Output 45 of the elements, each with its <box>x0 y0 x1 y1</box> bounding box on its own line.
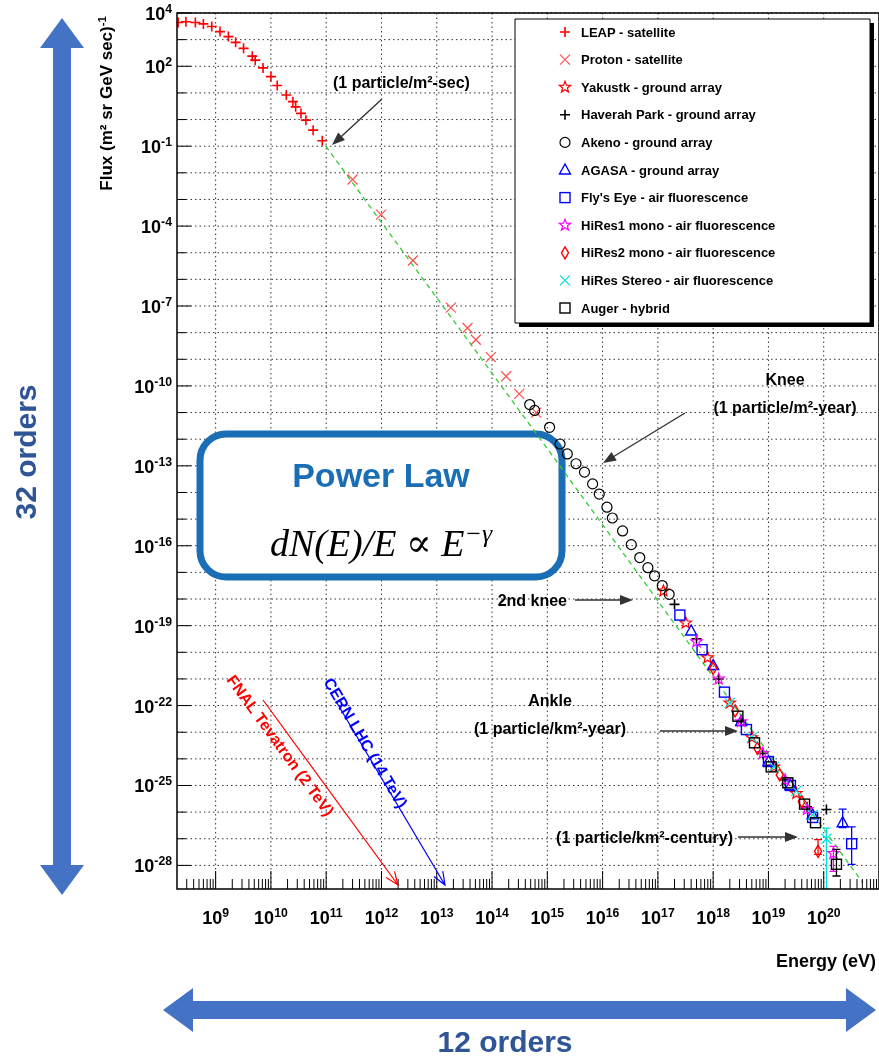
y-tick-label: 10$^{-10}$ <box>134 374 173 397</box>
annotation: (1 particle/m²-sec) <box>333 74 470 91</box>
legend-label: HiRes1 mono - air fluorescence <box>581 217 776 233</box>
x-tick-label: 10$^{20}$ <box>806 906 841 928</box>
x-tick-label: 10$^{12}$ <box>364 906 399 928</box>
y-tick-label: 10$^{-13}$ <box>134 454 173 477</box>
annotation: Power Law <box>292 456 471 494</box>
y-tick-label: 10$^{-16}$ <box>134 534 173 557</box>
legend-label: HiRes2 mono - air fluorescence <box>581 245 776 261</box>
legend-label: HiRes Stereo - air fluorescence <box>581 272 774 288</box>
legend-label: Auger - hybrid <box>581 300 670 316</box>
annotation: Ankle (1 particle/km²-year) <box>473 692 627 737</box>
x-tick-label: 10$^{19}$ <box>751 906 786 928</box>
x-tick-label: 10$^{13}$ <box>419 906 454 928</box>
y-tick-label: 10$^{-19}$ <box>134 614 173 637</box>
y-tick-label: 10$^{4}$ <box>145 2 173 24</box>
x-tick-label: 10$^{11}$ <box>309 906 343 928</box>
annotation: Knee (1 particle/m²-year) <box>713 371 857 416</box>
legend-label: Haverah Park - ground array <box>581 107 757 123</box>
x-tick-label: 10$^{9}$ <box>202 906 230 928</box>
annotation: (1 particle/km²-century) <box>556 829 733 846</box>
y-tick-label: 10$^{-25}$ <box>134 774 173 797</box>
annotation: dN(E)/E ∝ E$^{−γ}$ <box>269 518 493 565</box>
x-tick-label: 10$^{15}$ <box>530 906 565 928</box>
x-tick-label: 10$^{16}$ <box>585 906 620 928</box>
annotation: 2nd knee <box>497 592 568 609</box>
x-tick-label: 10$^{17}$ <box>641 906 675 928</box>
legend-label: Yakustk - ground array <box>581 79 723 95</box>
y-tick-label: 10$^{-28}$ <box>134 854 173 877</box>
legend-label: Akeno - ground array <box>581 134 714 150</box>
legend-label: Proton - satellite <box>581 52 683 68</box>
legend-label: AGASA - ground array <box>581 162 720 178</box>
legend-label: LEAP - satellite <box>581 24 676 40</box>
y-tick-label: 10$^{-1}$ <box>141 135 173 158</box>
x-tick-label: 10$^{18}$ <box>696 906 731 928</box>
y-tick-label: 10$^{-22}$ <box>134 694 173 717</box>
x-axis-title: Energy (eV) <box>775 951 876 971</box>
text: 12 orders <box>437 1025 573 1058</box>
y-tick-label: 10$^{-4}$ <box>141 215 173 238</box>
x-tick-label: 10$^{10}$ <box>254 906 288 928</box>
x-tick-label: 10$^{14}$ <box>475 906 510 928</box>
y-tick-label: 10$^{2}$ <box>145 55 173 78</box>
legend-label: Fly's Eye - air fluorescence <box>581 190 749 206</box>
y-tick-label: 10$^{-7}$ <box>141 295 173 318</box>
text: 32 orders <box>9 384 42 520</box>
